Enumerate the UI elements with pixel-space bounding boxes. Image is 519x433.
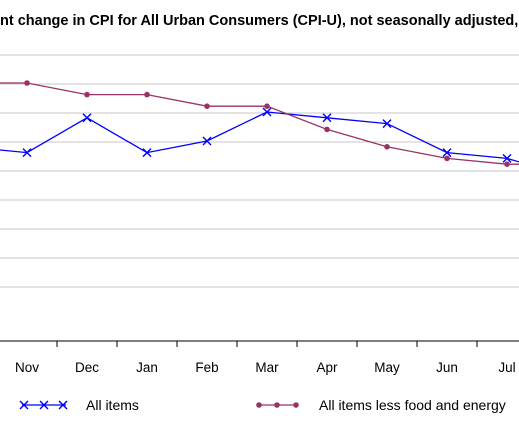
data-point — [82, 113, 92, 123]
legend-marker — [256, 402, 262, 408]
data-point — [442, 148, 452, 158]
data-point — [142, 148, 152, 158]
data-point — [24, 80, 30, 86]
x-tick-label: Jun — [436, 360, 458, 375]
legend-marker — [293, 402, 299, 408]
x-tick-label: Feb — [195, 360, 218, 375]
x-tick-label: May — [374, 360, 400, 375]
x-axis-ticks: Nov Dec Jan Feb Mar Apr May Jun Jul — [15, 341, 516, 375]
data-point — [144, 91, 150, 98]
data-point — [204, 103, 210, 109]
chart-title: nt change in CPI for All Urban Consumers… — [0, 13, 519, 29]
series-line — [0, 111, 519, 163]
data-point — [22, 148, 32, 158]
data-point — [202, 136, 212, 146]
legend-marker — [39, 400, 49, 410]
legend-label: All items — [86, 397, 139, 413]
x-tick-label: Apr — [316, 360, 338, 375]
data-point — [322, 113, 332, 123]
data-point — [502, 153, 512, 163]
data-point — [382, 119, 392, 129]
x-tick-label: Nov — [15, 360, 39, 375]
legend-marker — [58, 400, 68, 410]
data-point — [444, 155, 450, 162]
series-all-items-less-food-energy — [0, 80, 519, 167]
data-point — [504, 161, 510, 167]
data-point — [384, 144, 390, 150]
series-group — [0, 80, 519, 167]
x-tick-label: Dec — [75, 360, 99, 375]
x-tick-label: Jul — [498, 360, 515, 375]
legend-item-less-food-energy: All items less food and energy — [256, 397, 506, 413]
data-point — [262, 107, 272, 117]
legend-label: All items less food and energy — [319, 397, 506, 413]
gridlines — [0, 54, 519, 288]
legend-marker — [19, 400, 29, 410]
data-point — [264, 103, 270, 109]
legend-item-all-items: All items — [19, 397, 139, 413]
legend-marker — [274, 402, 280, 408]
series-all-items — [0, 107, 519, 163]
data-point — [84, 91, 90, 98]
legend: All items All items less food and energy — [19, 397, 506, 413]
x-tick-label: Jan — [136, 360, 158, 375]
data-point — [324, 126, 330, 133]
x-tick-label: Mar — [255, 360, 279, 375]
